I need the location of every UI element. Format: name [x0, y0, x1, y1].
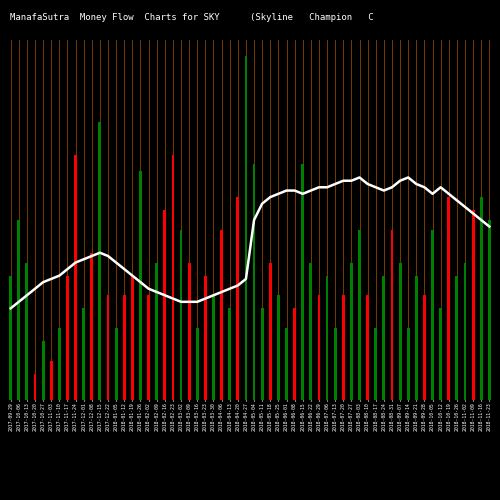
Bar: [131, 276, 134, 400]
Text: ManafaSutra  Money Flow  Charts for SKY: ManafaSutra Money Flow Charts for SKY: [10, 12, 220, 22]
Bar: [236, 197, 240, 400]
Bar: [480, 197, 482, 400]
Bar: [220, 230, 223, 400]
Bar: [423, 296, 426, 400]
Bar: [26, 262, 29, 400]
Bar: [74, 154, 77, 400]
Bar: [350, 262, 353, 400]
Bar: [456, 276, 458, 400]
Bar: [114, 328, 117, 400]
Bar: [390, 230, 394, 400]
Bar: [106, 296, 110, 400]
Bar: [326, 276, 328, 400]
Bar: [139, 171, 142, 400]
Bar: [358, 230, 361, 400]
Bar: [415, 276, 418, 400]
Bar: [439, 308, 442, 400]
Bar: [123, 296, 126, 400]
Bar: [172, 154, 174, 400]
Text: (Skyline   Champion   C: (Skyline Champion C: [250, 12, 374, 22]
Bar: [334, 328, 336, 400]
Bar: [407, 328, 410, 400]
Bar: [260, 308, 264, 400]
Bar: [374, 328, 377, 400]
Bar: [398, 262, 402, 400]
Bar: [212, 296, 215, 400]
Bar: [204, 276, 207, 400]
Bar: [188, 262, 190, 400]
Bar: [98, 122, 102, 400]
Bar: [431, 230, 434, 400]
Bar: [285, 328, 288, 400]
Bar: [464, 262, 466, 400]
Bar: [50, 360, 52, 400]
Bar: [18, 220, 20, 400]
Bar: [448, 197, 450, 400]
Bar: [58, 328, 61, 400]
Bar: [82, 308, 85, 400]
Bar: [252, 164, 256, 400]
Bar: [156, 262, 158, 400]
Bar: [302, 164, 304, 400]
Bar: [277, 296, 280, 400]
Bar: [34, 374, 36, 400]
Bar: [366, 296, 369, 400]
Bar: [180, 230, 182, 400]
Bar: [42, 341, 44, 400]
Bar: [147, 296, 150, 400]
Bar: [90, 252, 93, 400]
Bar: [310, 262, 312, 400]
Bar: [382, 276, 386, 400]
Bar: [228, 308, 231, 400]
Bar: [318, 296, 320, 400]
Bar: [244, 56, 248, 400]
Bar: [472, 210, 474, 400]
Bar: [342, 296, 344, 400]
Bar: [196, 328, 198, 400]
Bar: [269, 262, 272, 400]
Bar: [164, 210, 166, 400]
Bar: [10, 276, 12, 400]
Bar: [66, 276, 69, 400]
Bar: [293, 308, 296, 400]
Bar: [488, 220, 490, 400]
